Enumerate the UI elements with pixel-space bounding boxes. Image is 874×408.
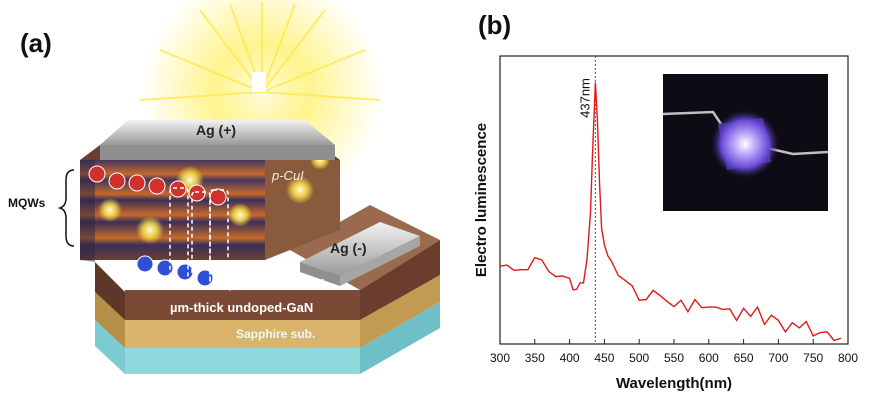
carrier-paths bbox=[169, 187, 229, 289]
x-tick-label: 350 bbox=[525, 351, 545, 365]
x-tick-label: 450 bbox=[594, 351, 614, 365]
pcui-label: p-CuI bbox=[272, 168, 304, 183]
led-device-illustration bbox=[57, 0, 440, 374]
x-tick-label: 550 bbox=[664, 351, 684, 365]
hole-markers bbox=[88, 165, 227, 206]
anode-contact bbox=[100, 120, 335, 160]
led-emission-photo bbox=[663, 74, 828, 211]
x-tick-label: 400 bbox=[560, 351, 580, 365]
series-line bbox=[499, 82, 842, 342]
ngan-label: µm-thick n-GaN bbox=[228, 276, 325, 291]
peak-annotation: 437nm bbox=[577, 78, 592, 118]
x-axis-label: Wavelength(nm) bbox=[616, 375, 732, 392]
anode-label: Ag (+) bbox=[196, 122, 237, 138]
cathode-contact bbox=[300, 222, 420, 286]
panel-a-label: (a) bbox=[20, 28, 52, 58]
x-tick-label: 700 bbox=[768, 351, 788, 365]
x-tick-label: 750 bbox=[803, 351, 823, 365]
electron-markers bbox=[136, 255, 214, 287]
x-tick-label: 800 bbox=[838, 351, 858, 365]
panel-b-label: (b) bbox=[478, 10, 512, 40]
sapphire-label: Sapphire sub. bbox=[236, 327, 316, 341]
mqws-brace bbox=[57, 169, 75, 247]
cathode-label: Ag (-) bbox=[330, 240, 367, 256]
x-tick-label: 500 bbox=[629, 351, 649, 365]
x-tick-label: 600 bbox=[699, 351, 719, 365]
emission-sparks bbox=[98, 150, 330, 244]
x-tick-label: 300 bbox=[490, 351, 510, 365]
y-axis-label: Electro luminescence bbox=[473, 123, 490, 277]
undoped-gan-layer bbox=[95, 275, 440, 348]
undoped-gan-label: µm-thick undoped-GaN bbox=[170, 300, 314, 315]
x-tick-label: 650 bbox=[734, 351, 754, 365]
mqws-label: MQWs bbox=[8, 196, 46, 210]
